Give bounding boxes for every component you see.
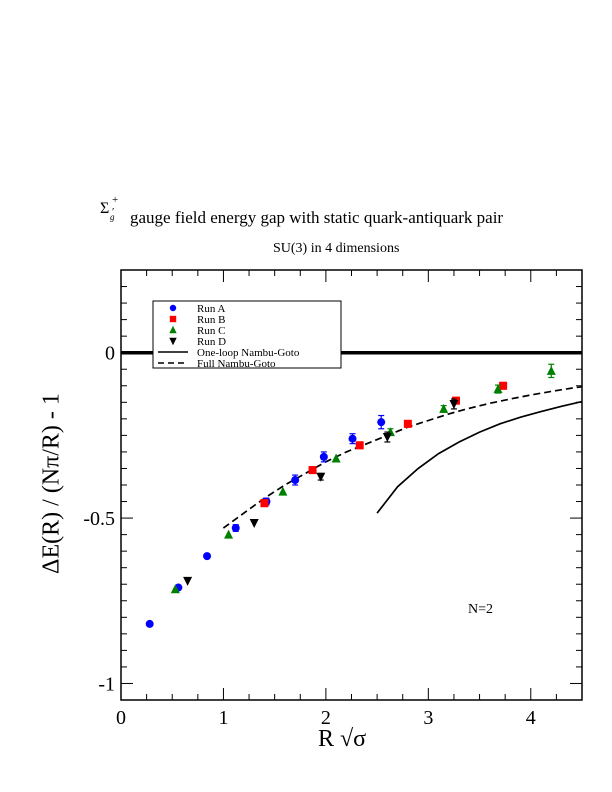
legend-box	[152, 300, 342, 369]
legend-label: Run D	[197, 336, 226, 348]
y-axis-label: ΔE(R) / (Nπ/R) - 1	[38, 393, 65, 574]
point-run-c	[278, 486, 288, 496]
y-tick-label: -1	[98, 673, 115, 695]
data-points	[145, 363, 556, 628]
point-run-a	[319, 452, 328, 461]
x-tick-label: 3	[423, 707, 433, 729]
point-run-d	[316, 472, 326, 482]
legend-label: One-loop Nambu-Goto	[197, 347, 300, 359]
legend-marker-run-c	[169, 325, 177, 334]
y-tick-label: -0.5	[83, 508, 115, 530]
point-run-a	[203, 552, 212, 561]
point-run-c	[170, 584, 180, 594]
chart-subtitle: SU(3) in 4 dimensions	[273, 241, 400, 256]
chart-title: gauge field energy gap with static quark…	[130, 208, 504, 227]
curve-full-nambu-goto	[222, 385, 583, 529]
legend-marker-run-b	[169, 315, 177, 323]
point-run-c	[331, 453, 341, 463]
x-tick-label: 4	[526, 707, 536, 729]
x-tick-label: 0	[116, 707, 126, 729]
y-tick-label: 0	[105, 343, 115, 365]
legend-label: Run A	[197, 303, 225, 315]
legend-marker-run-d	[169, 337, 177, 346]
title-symbol-sub: g	[110, 212, 115, 222]
legend-label: Run B	[197, 314, 225, 326]
x-tick-label: 2	[321, 707, 331, 729]
point-run-b	[355, 441, 364, 450]
curve-one-loop-nambu-goto	[376, 400, 583, 514]
point-run-c	[493, 384, 503, 394]
point-run-b	[403, 419, 412, 428]
point-run-a	[145, 619, 154, 628]
title-symbol-base: Σ	[100, 200, 110, 217]
point-run-b	[260, 499, 269, 508]
point-run-d	[382, 433, 392, 443]
legend-label: Run C	[197, 325, 225, 337]
point-run-d	[249, 519, 259, 529]
point-run-c	[224, 529, 234, 539]
axis-tick-labels: 0 1 2 3 4 0 -0.5 -1	[83, 343, 535, 729]
title-symbol: Σ +′ g	[100, 194, 118, 222]
point-run-b	[499, 381, 508, 390]
point-run-a	[231, 524, 240, 532]
point-run-c	[439, 403, 449, 413]
point-run-c	[546, 365, 556, 375]
point-run-d	[449, 399, 459, 409]
point-run-a	[291, 476, 300, 485]
axis-ticks	[120, 269, 583, 701]
point-run-a	[348, 434, 357, 443]
title-symbol-sup: +′	[112, 194, 119, 218]
point-run-d	[183, 576, 193, 586]
annotation-n: N=2	[468, 602, 494, 617]
point-run-b	[308, 466, 317, 475]
x-tick-label: 1	[218, 707, 228, 729]
legend-label: Full Nambu-Goto	[197, 358, 276, 370]
legend-marker-run-a	[169, 304, 177, 312]
x-axis-label: R √σ	[318, 726, 367, 752]
point-run-a	[377, 418, 386, 427]
